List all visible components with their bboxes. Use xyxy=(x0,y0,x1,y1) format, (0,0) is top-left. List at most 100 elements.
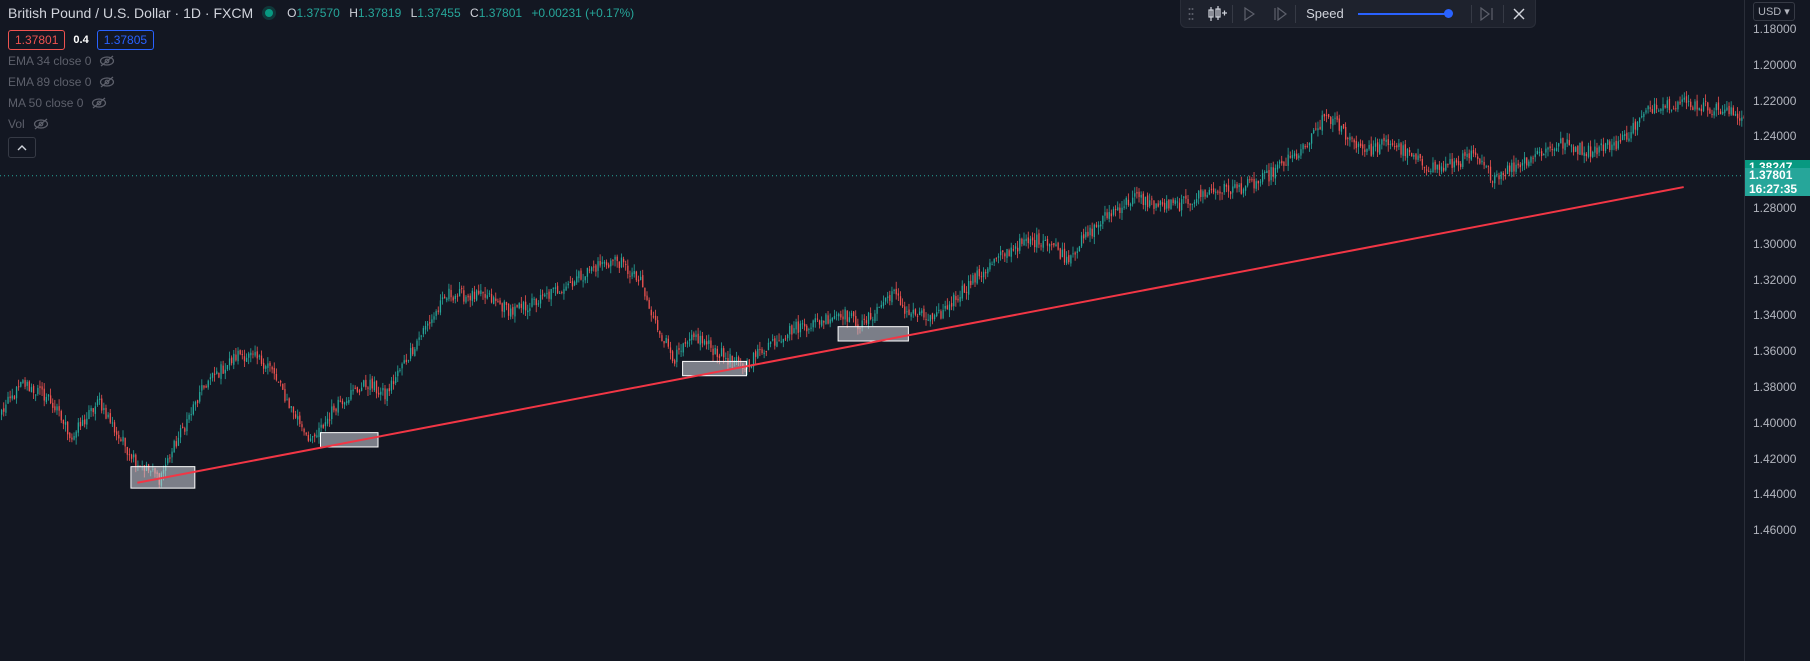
chart-legend: British Pound / U.S. Dollar · 1D · FXCM … xyxy=(8,3,634,158)
candle-body xyxy=(384,388,386,400)
candle-body xyxy=(789,325,791,335)
candle-body xyxy=(586,267,589,277)
candle-body xyxy=(243,356,246,362)
candle-body xyxy=(1061,249,1064,258)
candle-body xyxy=(1351,137,1353,139)
candle-body xyxy=(776,341,778,347)
step-forward-button[interactable] xyxy=(1264,0,1295,28)
candle-body xyxy=(1513,162,1515,172)
candle-body xyxy=(499,300,501,304)
close-replay-button[interactable] xyxy=(1504,0,1535,28)
candle-body xyxy=(1438,164,1441,170)
indicator-volume[interactable]: Vol xyxy=(8,113,634,134)
candle-body xyxy=(1121,207,1123,214)
chart-pane[interactable] xyxy=(0,0,1744,661)
candle-body xyxy=(1690,101,1692,108)
jump-to-realtime-button[interactable] xyxy=(1472,0,1503,28)
candle-body xyxy=(1287,154,1289,166)
candle-body xyxy=(750,365,753,368)
market-status-icon[interactable] xyxy=(265,9,274,17)
candle-body xyxy=(1117,207,1119,211)
candle-body xyxy=(1274,167,1277,179)
candle-body xyxy=(192,404,194,415)
collapse-legend-button[interactable] xyxy=(8,137,36,158)
candle-body xyxy=(795,321,797,330)
candle-body xyxy=(835,314,838,316)
candle-body xyxy=(118,434,120,439)
select-bar-button[interactable] xyxy=(1201,0,1232,28)
candle-body xyxy=(578,271,580,279)
price-axis[interactable]: USD ▾ 1.46000 1.44000 1.42000 1.40000 1.3800… xyxy=(1744,0,1810,661)
candle-body xyxy=(1008,250,1010,256)
candle-body xyxy=(755,351,757,357)
play-button[interactable] xyxy=(1233,0,1264,28)
drag-handle-icon[interactable] xyxy=(1181,0,1201,28)
indicator-ema89[interactable]: EMA 89 close 0 xyxy=(8,71,634,92)
candle-body xyxy=(663,341,665,344)
candle-body xyxy=(1698,108,1700,110)
candle-body xyxy=(292,406,295,413)
sell-price-button[interactable]: 1.37801 xyxy=(8,30,66,50)
candle-body xyxy=(1558,143,1560,147)
indicator-ema34[interactable]: EMA 34 close 0 xyxy=(8,50,634,71)
candle-body xyxy=(265,366,267,369)
candle-body xyxy=(1293,153,1296,157)
buy-price-button[interactable]: 1.37805 xyxy=(96,30,155,50)
candle-body xyxy=(205,386,207,388)
candle-body xyxy=(680,350,682,352)
candle-body xyxy=(1210,188,1213,191)
candle-body xyxy=(906,311,908,313)
price-tick-label: 1.46000 xyxy=(1753,523,1797,538)
candle-body xyxy=(1421,158,1424,166)
candle-body xyxy=(1161,202,1164,205)
candle-body xyxy=(1668,98,1671,110)
eye-slash-icon[interactable] xyxy=(33,118,49,130)
candle-body xyxy=(908,309,910,315)
candle-body xyxy=(872,319,874,321)
candle-body xyxy=(7,396,9,404)
candle-body xyxy=(1142,193,1144,205)
candle-body xyxy=(1487,165,1490,167)
speed-slider-handle[interactable] xyxy=(1444,8,1454,18)
candle-body xyxy=(974,273,976,283)
candle-body xyxy=(946,305,949,310)
eye-slash-icon[interactable] xyxy=(91,97,107,109)
candle-body xyxy=(1053,243,1055,246)
candle-body xyxy=(1379,144,1381,155)
candle-body xyxy=(77,422,79,433)
low-label: L xyxy=(410,6,418,20)
candle-body xyxy=(980,276,983,278)
candle-body xyxy=(910,313,912,317)
candle-body xyxy=(559,292,561,294)
symbol-title[interactable]: British Pound / U.S. Dollar · 1D · FXCM xyxy=(8,5,253,21)
candle-body xyxy=(86,418,88,425)
candle-body xyxy=(1191,203,1193,205)
candle-body xyxy=(1677,101,1679,110)
candle-body xyxy=(1296,153,1298,159)
candle-body xyxy=(297,416,299,420)
candle-body xyxy=(252,353,254,355)
candle-body xyxy=(708,340,710,344)
candle-body xyxy=(1626,132,1628,140)
indicator-ma50[interactable]: MA 50 close 0 xyxy=(8,92,634,113)
candle-body xyxy=(703,340,706,345)
candle-body xyxy=(1383,137,1385,141)
candle-body xyxy=(1453,161,1455,168)
candle-body xyxy=(1700,108,1703,112)
candle-body xyxy=(1389,143,1392,145)
candle-body xyxy=(1376,142,1379,153)
speed-slider[interactable] xyxy=(1357,8,1454,18)
candle-body xyxy=(927,319,929,321)
candle-body xyxy=(416,340,418,350)
candlestick-chart[interactable] xyxy=(0,0,1744,661)
eye-slash-icon[interactable] xyxy=(99,55,115,67)
candle-body xyxy=(360,387,363,391)
candle-body xyxy=(642,275,644,288)
candle-body xyxy=(64,422,67,425)
eye-slash-icon[interactable] xyxy=(99,76,115,88)
price-tick-label: 1.44000 xyxy=(1753,487,1797,502)
candle-body xyxy=(1283,161,1285,166)
currency-selector[interactable]: USD ▾ xyxy=(1753,2,1795,21)
candle-body xyxy=(1577,145,1579,155)
candle-body xyxy=(450,290,452,298)
